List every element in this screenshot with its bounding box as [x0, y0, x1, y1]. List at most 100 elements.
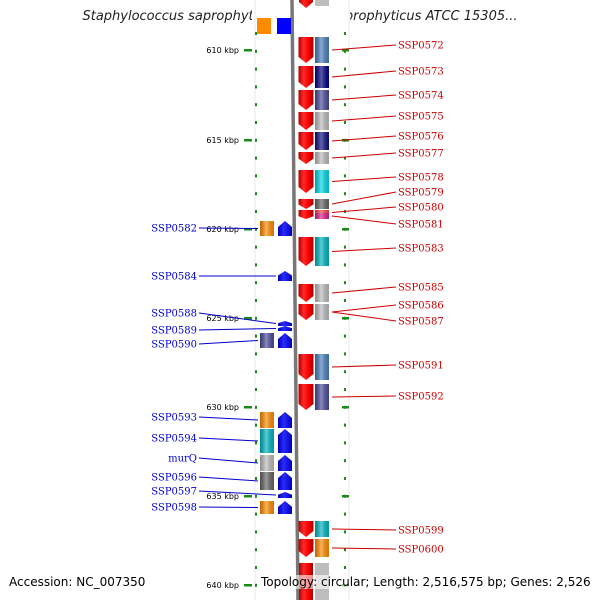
partial-gene-box — [257, 18, 271, 34]
gene-arrow-ssp0581 — [298, 213, 314, 219]
gene-arrow-ssp0574 — [298, 90, 314, 110]
scale-dot — [344, 512, 346, 516]
gene-label-ssp0594: SSP0594 — [151, 434, 197, 445]
genome-backbone — [290, 0, 300, 600]
gene-label-ssp0586: SSP0586 — [398, 301, 444, 312]
gene-label-ssp0578: SSP0578 — [398, 173, 444, 184]
scale-dot — [255, 405, 257, 409]
tick-label: 625 kbp — [206, 314, 239, 323]
scale-dot — [255, 494, 257, 498]
gene-leader-line — [331, 395, 397, 398]
gene-arrow-ssp0583 — [298, 237, 314, 266]
gene-arrow-ssp0590 — [278, 333, 292, 348]
cog-shade — [315, 152, 329, 164]
cog-shade — [260, 412, 274, 428]
scale-dot — [255, 245, 257, 249]
gene-label-ssp0574: SSP0574 — [398, 91, 444, 102]
gene-label-ssp0582: SSP0582 — [151, 224, 197, 235]
scale-dot — [255, 566, 257, 569]
cog-shade — [315, 90, 329, 110]
scale-dot — [255, 334, 257, 338]
cog-shade — [315, 210, 329, 215]
scale-dot — [255, 370, 257, 374]
gene-leader-line — [331, 94, 397, 101]
gene-leader-line — [331, 311, 397, 322]
scale-dot — [255, 281, 257, 285]
cog-shade — [315, 304, 329, 320]
scale-dot — [344, 477, 346, 480]
gene-leader-line — [198, 328, 277, 331]
gene-leader-line — [331, 70, 397, 78]
scale-dot — [255, 227, 257, 231]
tick-mark — [244, 317, 252, 320]
gene-label-ssp0591: SSP0591 — [398, 361, 444, 372]
gene-arrow-ssp0587 — [298, 304, 314, 320]
gene-leader-line — [198, 227, 259, 229]
scale-dot — [344, 192, 346, 196]
gene-arrow-ssp0579 — [298, 199, 314, 209]
tick-mark — [342, 317, 349, 320]
tick-label: 630 kbp — [206, 403, 239, 412]
tick-label: 610 kbp — [206, 46, 239, 55]
gene-label-ssp0576: SSP0576 — [398, 132, 444, 143]
cog-shade — [260, 429, 274, 453]
gene-leader-line — [198, 490, 277, 496]
tick-mark — [244, 495, 252, 498]
gene-leader-line — [331, 247, 397, 252]
cog-shade — [260, 472, 274, 490]
tick-mark — [244, 406, 252, 409]
scale-dot — [344, 370, 346, 374]
scale-dot — [255, 138, 257, 142]
scale-dot — [255, 388, 257, 391]
gene-label-ssp0581: SSP0581 — [398, 220, 444, 231]
cog-shade — [315, 37, 329, 63]
scale-dot — [255, 210, 257, 213]
gene-arrow-ssp0588 — [278, 321, 292, 326]
scale-dot — [255, 174, 257, 178]
cog-shade — [315, 199, 329, 209]
cog-shade — [260, 455, 274, 471]
gene-arrow-ssp0573 — [298, 66, 314, 88]
topology-label: Topology: circular; Length: 2,516,575 bp… — [261, 575, 591, 589]
scale-dot — [344, 281, 346, 285]
scale-dot — [255, 477, 257, 480]
gene-leader-line — [331, 364, 397, 368]
scale-dot — [344, 67, 346, 71]
cog-shade — [315, 213, 329, 219]
tick-mark — [342, 406, 349, 409]
cog-shade — [315, 354, 329, 380]
gene-label-ssp0575: SSP0575 — [398, 112, 444, 123]
gene-label-ssp0579: SSP0579 — [398, 188, 444, 199]
gene-leader-line — [198, 476, 259, 482]
cog-shade — [260, 221, 274, 236]
tick-mark — [342, 495, 349, 498]
cog-shade — [315, 66, 329, 88]
cog-shade — [315, 384, 329, 410]
scale-dot — [344, 530, 346, 534]
scale-dot — [344, 548, 346, 552]
scale-dot — [344, 423, 346, 427]
gene-label-ssp0599: SSP0599 — [398, 526, 444, 537]
gene-leader-line — [331, 152, 397, 159]
gene-arrow-ssp0597 — [278, 492, 292, 498]
tick-label: 640 kbp — [206, 581, 239, 590]
gene-arrow-ssp0594 — [278, 429, 292, 453]
gene-arrow-ssp0598 — [278, 501, 292, 514]
gene-label-ssp0589: SSP0589 — [151, 326, 197, 337]
scale-dot — [344, 103, 346, 107]
scale-dot — [344, 245, 346, 249]
gene-arrow-ssp0582 — [278, 221, 292, 236]
gene-leader-line — [198, 340, 259, 345]
scale-dot — [255, 103, 257, 107]
scale-dot — [255, 67, 257, 71]
scale-dot — [344, 352, 346, 356]
gene-leader-line — [331, 191, 397, 205]
gene-arrow-ssp0577 — [298, 152, 314, 164]
gene-label-ssp0590: SSP0590 — [151, 340, 197, 351]
cog-shade — [315, 237, 329, 266]
gene-leader-line — [198, 312, 277, 324]
scale-dot — [255, 85, 257, 89]
gene-arrow-ssp0576 — [298, 132, 314, 150]
gene-arrow-ssp0600 — [298, 539, 314, 557]
